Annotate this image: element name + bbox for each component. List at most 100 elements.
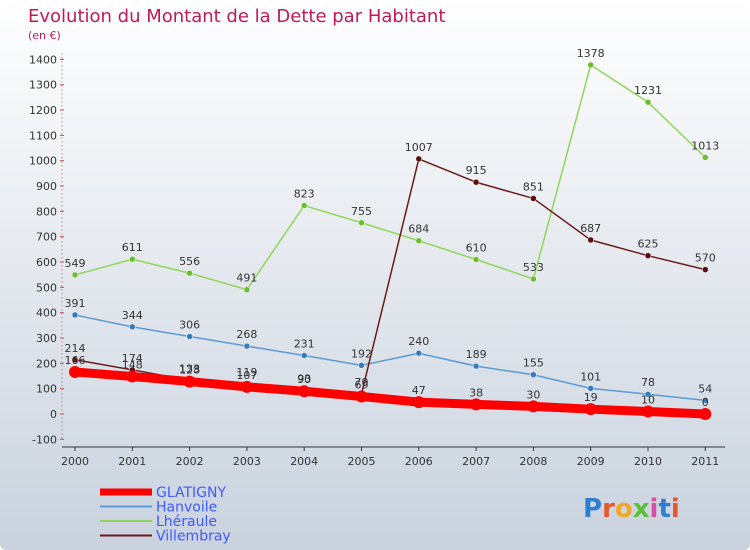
data-label: 155 — [523, 357, 544, 370]
data-point — [71, 311, 79, 319]
data-label: 30 — [526, 388, 540, 401]
y-tick-label: 300 — [36, 332, 57, 345]
data-label: 148 — [122, 359, 143, 372]
series-line-glatigny — [70, 367, 710, 419]
data-label: 1013 — [691, 139, 719, 152]
data-point — [530, 275, 537, 283]
data-label: 119 — [236, 366, 257, 379]
data-label: 1007 — [405, 141, 433, 154]
data-point — [644, 390, 652, 398]
data-label: 133 — [179, 362, 200, 375]
data-label: 1378 — [577, 47, 605, 60]
data-label: 240 — [408, 335, 429, 348]
data-point — [415, 349, 423, 357]
data-labels: 5496115564918237556846105331378123110133… — [65, 47, 720, 409]
data-point — [243, 342, 251, 350]
data-point — [702, 154, 709, 161]
x-tick-label: 2007 — [462, 455, 490, 468]
data-point — [472, 178, 480, 186]
data-label: 570 — [695, 252, 716, 265]
data-point — [644, 98, 652, 106]
data-point — [530, 195, 537, 202]
series-layer — [69, 61, 712, 420]
y-tick-label: -100 — [32, 433, 57, 446]
data-point — [300, 352, 308, 359]
data-point — [587, 385, 594, 392]
data-label: 687 — [580, 222, 601, 235]
series-line-lhéraule — [74, 64, 707, 291]
data-point — [129, 255, 136, 263]
data-point — [355, 390, 368, 403]
data-point — [415, 155, 423, 163]
data-label: 38 — [469, 386, 483, 399]
data-point — [415, 237, 423, 244]
data-label: 391 — [65, 297, 86, 310]
data-label: 610 — [466, 241, 487, 254]
y-tick-label: 100 — [36, 383, 57, 396]
data-label: 101 — [580, 370, 601, 383]
y-tick-label: 0 — [50, 408, 57, 421]
chart-subtitle: (en €) — [28, 29, 61, 42]
data-label: 79 — [355, 376, 369, 389]
data-label: 915 — [466, 164, 487, 177]
data-label: 214 — [65, 342, 86, 355]
data-label: 128 — [179, 364, 200, 377]
data-point — [71, 271, 79, 279]
data-point — [240, 380, 253, 393]
x-tick-label: 2000 — [61, 455, 89, 468]
data-label: 491 — [236, 272, 257, 285]
data-label: 231 — [294, 337, 315, 350]
data-label: 54 — [698, 382, 712, 395]
data-label: 1231 — [634, 84, 662, 97]
data-point — [642, 405, 654, 418]
data-point — [358, 219, 365, 227]
y-tick-label: 700 — [36, 231, 57, 244]
series-line-hanvoile — [74, 314, 707, 402]
y-tick-label: 400 — [36, 307, 57, 320]
data-label: 192 — [351, 347, 372, 360]
y-tick-label: 1300 — [29, 79, 57, 92]
data-label: 344 — [122, 309, 143, 322]
data-label: 306 — [179, 318, 200, 331]
chart-title: Evolution du Montant de la Dette par Hab… — [28, 6, 445, 27]
data-label: 166 — [65, 354, 86, 367]
data-label: 549 — [65, 257, 86, 270]
data-point — [587, 236, 594, 244]
y-tick-label: 1000 — [29, 155, 57, 168]
data-label: 189 — [466, 348, 487, 361]
data-point — [183, 375, 196, 388]
data-point — [300, 202, 308, 209]
data-label: 823 — [294, 188, 315, 201]
data-point — [412, 396, 425, 409]
y-tick-label: 900 — [36, 180, 57, 193]
x-tick-label: 2009 — [577, 455, 605, 468]
y-tick-label: 200 — [36, 357, 57, 370]
data-point — [298, 385, 311, 398]
data-label: 851 — [523, 180, 544, 193]
axes: -100010020030040050060070080090010001100… — [29, 53, 725, 468]
data-point — [702, 266, 709, 273]
data-label: 174 — [122, 352, 143, 365]
legend-label: GLATIGNY — [156, 485, 226, 501]
data-label: 0 — [702, 396, 709, 409]
data-point — [71, 356, 79, 364]
data-point — [644, 252, 652, 259]
data-label: 533 — [523, 261, 544, 274]
data-point — [699, 408, 712, 420]
legend-label: Hanvoile — [156, 500, 217, 516]
data-point — [243, 286, 251, 293]
x-tick-label: 2008 — [519, 455, 547, 468]
data-label: 69 — [355, 379, 369, 392]
data-point — [470, 398, 483, 411]
y-tick-label: 1400 — [29, 53, 57, 66]
brand-text: Proxiti — [583, 494, 680, 524]
data-point — [587, 61, 594, 69]
data-label: 93 — [297, 372, 311, 385]
data-point — [472, 362, 480, 370]
x-tick-label: 2003 — [233, 455, 261, 468]
proxiti-logo: Proxiti — [583, 494, 680, 524]
data-label: 78 — [641, 376, 655, 389]
data-point — [129, 323, 136, 331]
